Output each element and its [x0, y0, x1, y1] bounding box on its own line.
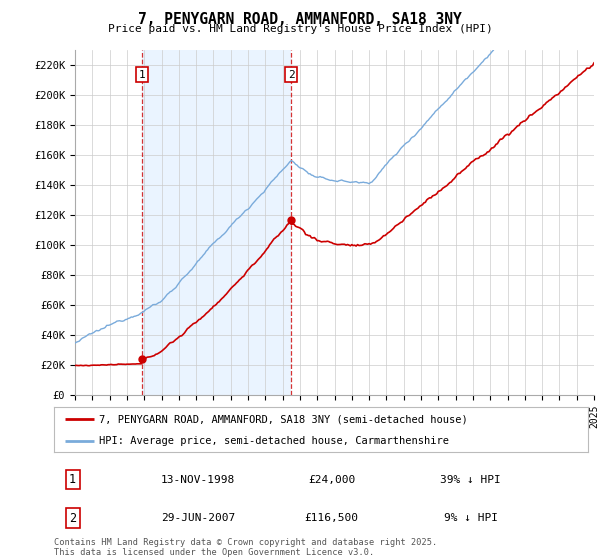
- Text: £116,500: £116,500: [305, 513, 359, 523]
- Text: 2: 2: [69, 512, 76, 525]
- Text: 9% ↓ HPI: 9% ↓ HPI: [443, 513, 497, 523]
- Text: Price paid vs. HM Land Registry's House Price Index (HPI): Price paid vs. HM Land Registry's House …: [107, 24, 493, 34]
- Text: 13-NOV-1998: 13-NOV-1998: [161, 475, 235, 484]
- Text: 7, PENYGARN ROAD, AMMANFORD, SA18 3NY (semi-detached house): 7, PENYGARN ROAD, AMMANFORD, SA18 3NY (s…: [100, 414, 468, 424]
- Text: £24,000: £24,000: [308, 475, 355, 484]
- Text: 39% ↓ HPI: 39% ↓ HPI: [440, 475, 501, 484]
- Text: 1: 1: [139, 69, 145, 80]
- Text: 1: 1: [69, 473, 76, 486]
- Text: 7, PENYGARN ROAD, AMMANFORD, SA18 3NY: 7, PENYGARN ROAD, AMMANFORD, SA18 3NY: [138, 12, 462, 27]
- Bar: [142, 50, 291, 395]
- Text: 2: 2: [288, 69, 295, 80]
- Text: Contains HM Land Registry data © Crown copyright and database right 2025.
This d: Contains HM Land Registry data © Crown c…: [54, 538, 437, 557]
- Text: HPI: Average price, semi-detached house, Carmarthenshire: HPI: Average price, semi-detached house,…: [100, 436, 449, 446]
- Text: 29-JUN-2007: 29-JUN-2007: [161, 513, 235, 523]
